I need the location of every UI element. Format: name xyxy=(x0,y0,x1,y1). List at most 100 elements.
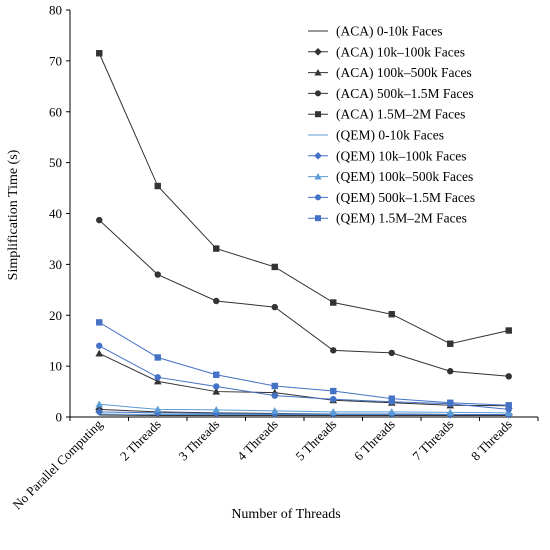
legend-label: (ACA) 100k–500k Faces xyxy=(336,65,472,80)
data-point xyxy=(153,405,162,413)
data-point xyxy=(271,263,278,271)
data-point xyxy=(154,271,161,278)
legend-label: (ACA) 500k–1.5M Faces xyxy=(336,86,474,101)
data-point xyxy=(154,354,161,361)
series-line xyxy=(99,403,509,414)
legend-item: (QEM) 0-10k Faces xyxy=(308,128,444,143)
x-tick-label: 4 Threads xyxy=(234,417,281,464)
x-axis: No Parallel Computing 2 Threads 3 Threads 4… xyxy=(9,416,539,512)
series-line xyxy=(98,321,509,406)
data-point xyxy=(330,395,337,403)
series-10 xyxy=(96,319,512,409)
data-point xyxy=(315,90,321,97)
data-point xyxy=(505,402,512,409)
y-tick-label: 10 xyxy=(49,359,62,374)
y-tick-label: 70 xyxy=(49,53,62,68)
legend-item: (QEM) 1.5M–2M Faces xyxy=(308,211,467,226)
legend-label: (QEM) 500k–1.5M Faces xyxy=(336,190,475,205)
y-tick-label: 40 xyxy=(49,206,62,221)
data-point xyxy=(271,303,278,311)
legend: (ACA) 0-10k Faces (ACA) 10k–100k Faces (AC… xyxy=(308,24,475,226)
legend-item: (QEM) 500k–1.5M Faces xyxy=(308,190,475,205)
series-line xyxy=(99,414,509,416)
legend-item: (ACA) 10k–100k Faces xyxy=(308,44,465,59)
legend-label: (ACA) 10k–100k Faces xyxy=(336,44,465,59)
legend-label: (QEM) 1.5M–2M Faces xyxy=(336,211,467,226)
data-point xyxy=(154,182,161,190)
x-tick-label: 6 Threads xyxy=(351,417,398,464)
y-tick-label: 50 xyxy=(49,155,62,170)
data-point xyxy=(213,383,220,390)
data-point xyxy=(447,340,454,347)
data-point xyxy=(330,347,337,354)
legend-item: (QEM) 10k–100k Faces xyxy=(308,148,466,163)
series-line xyxy=(99,352,509,407)
legend-label: (QEM) 100k–500k Faces xyxy=(336,169,473,184)
legend-item: (ACA) 1.5M–2M Faces xyxy=(308,107,465,122)
data-point xyxy=(314,173,322,180)
y-axis-title: Simplification Time (s) xyxy=(6,149,21,280)
data-point xyxy=(271,382,278,390)
y-tick-label: 0 xyxy=(56,410,63,425)
data-point xyxy=(271,392,278,399)
data-point xyxy=(447,399,454,406)
data-point xyxy=(388,395,395,402)
data-point xyxy=(387,408,396,415)
legend-label: (QEM) 0-10k Faces xyxy=(336,128,444,143)
data-point xyxy=(447,368,454,375)
x-tick-label: 2 Threads xyxy=(117,417,164,464)
data-point xyxy=(314,48,322,56)
legend-label: (ACA) 0-10k Faces xyxy=(336,24,442,39)
data-point xyxy=(315,111,321,118)
legend-label: (QEM) 10k–100k Faces xyxy=(336,148,466,163)
series-layer xyxy=(95,50,513,419)
data-point xyxy=(270,407,279,414)
data-point xyxy=(96,342,103,349)
y-tick-label: 80 xyxy=(49,3,62,18)
data-point xyxy=(315,215,321,222)
data-point xyxy=(96,319,103,326)
data-point xyxy=(212,387,221,395)
series-1 xyxy=(99,414,509,416)
y-axis: 0 10 20 30 40 50 60 70 80 xyxy=(49,3,71,425)
data-point xyxy=(213,371,220,378)
x-tick-label: 7 Threads xyxy=(409,417,456,464)
data-point xyxy=(95,349,104,357)
data-point xyxy=(314,69,322,76)
data-point xyxy=(95,407,104,416)
data-point xyxy=(212,406,221,413)
x-tick-label: 3 Threads xyxy=(175,417,222,464)
legend-item: (ACA) 0-10k Faces xyxy=(308,24,442,39)
data-point xyxy=(388,311,395,318)
data-point xyxy=(446,408,455,416)
data-point xyxy=(388,349,395,357)
data-point xyxy=(330,299,337,306)
legend-item: (QEM) 100k–500k Faces xyxy=(308,169,473,184)
data-point xyxy=(96,50,103,57)
y-tick-label: 60 xyxy=(49,104,62,119)
data-point xyxy=(505,327,512,334)
data-point xyxy=(314,152,322,160)
data-point xyxy=(329,408,338,415)
y-tick-label: 30 xyxy=(49,257,62,272)
series-4 xyxy=(96,216,512,380)
data-point xyxy=(213,245,220,252)
series-line xyxy=(98,219,509,377)
data-point xyxy=(153,377,162,385)
x-tick-label: 5 Threads xyxy=(292,417,339,464)
legend-item: (ACA) 500k–1.5M Faces xyxy=(308,86,474,101)
data-point xyxy=(315,194,321,201)
series-line xyxy=(98,53,509,345)
data-point xyxy=(505,373,512,380)
x-axis-title: Number of Threads xyxy=(231,507,340,522)
data-point xyxy=(154,374,161,381)
x-tick-label: No Parallel Computing xyxy=(9,416,105,512)
data-point xyxy=(95,400,104,408)
legend-item: (ACA) 100k–500k Faces xyxy=(308,65,472,80)
x-tick-label: 8 Threads xyxy=(468,417,515,464)
series-line xyxy=(99,345,509,410)
y-tick-label: 20 xyxy=(49,308,62,323)
data-point xyxy=(96,216,103,224)
series-5 xyxy=(96,50,512,347)
